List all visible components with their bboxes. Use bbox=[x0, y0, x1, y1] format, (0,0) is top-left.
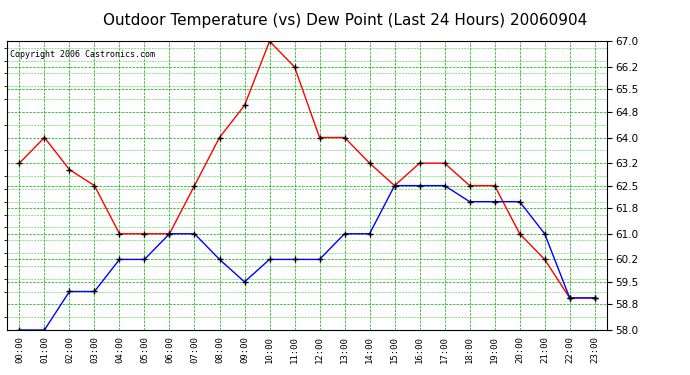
Text: Copyright 2006 Castronics.com: Copyright 2006 Castronics.com bbox=[10, 50, 155, 59]
Text: Outdoor Temperature (vs) Dew Point (Last 24 Hours) 20060904: Outdoor Temperature (vs) Dew Point (Last… bbox=[103, 13, 587, 28]
